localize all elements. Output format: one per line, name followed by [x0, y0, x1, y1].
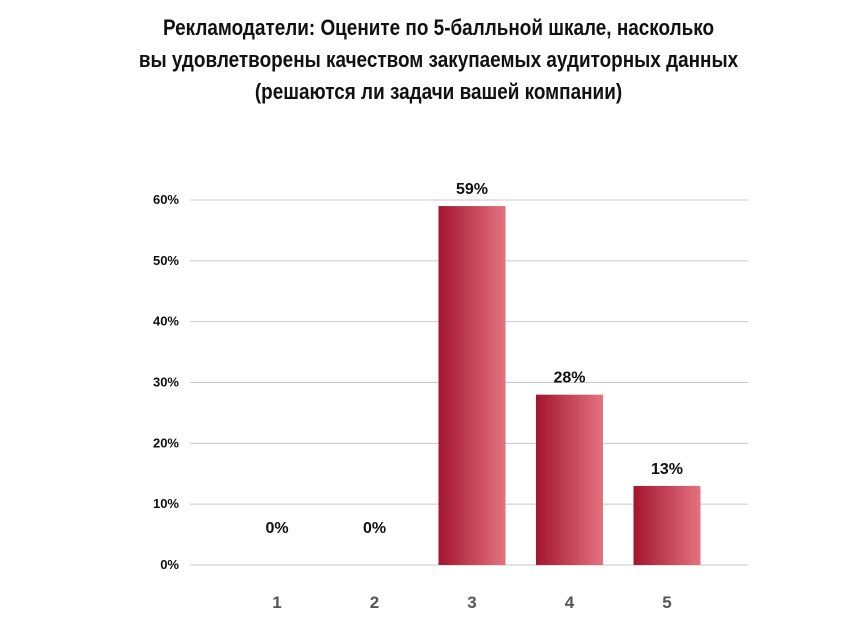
data-label-3: 59% — [456, 181, 488, 198]
bars — [438, 206, 701, 566]
data-label-1: 0% — [265, 520, 288, 537]
chart-title-line-1: Рекламодатели: Оцените по 5-балльной шка… — [162, 15, 715, 40]
x-tick-label-1: 1 — [272, 593, 281, 612]
bar-3 — [438, 206, 506, 566]
x-tick-label-4: 4 — [565, 593, 575, 612]
x-axis-category-labels: 1 2 3 4 5 — [272, 593, 671, 612]
data-label-2: 0% — [363, 520, 386, 537]
x-tick-label-3: 3 — [467, 593, 476, 612]
chart-title-line-2: вы удовлетворены качеством закупаемых ау… — [138, 47, 739, 72]
chart-title: Рекламодатели: Оцените по 5-балльной шка… — [113, 12, 764, 108]
data-label-4: 28% — [553, 370, 585, 387]
data-labels: 0% 0% 59% 28% 13% — [265, 181, 683, 537]
y-tick-label-30: 30% — [153, 375, 179, 390]
y-tick-label-40: 40% — [153, 314, 179, 329]
bar-4 — [536, 394, 603, 565]
data-label-5: 13% — [651, 461, 683, 478]
bar-5 — [633, 485, 701, 565]
y-tick-label-20: 20% — [153, 435, 179, 450]
x-tick-label-5: 5 — [662, 593, 671, 612]
y-tick-label-60: 60% — [153, 192, 179, 207]
y-tick-label-0: 0% — [160, 557, 179, 572]
chart-title-line-3: (решаются ли задачи вашей компании) — [254, 79, 623, 104]
y-axis-tick-labels: 0% 10% 20% 30% 40% 50% 60% — [153, 192, 179, 572]
y-tick-label-50: 50% — [153, 253, 179, 268]
y-tick-label-10: 10% — [153, 496, 179, 511]
x-tick-label-2: 2 — [370, 593, 379, 612]
